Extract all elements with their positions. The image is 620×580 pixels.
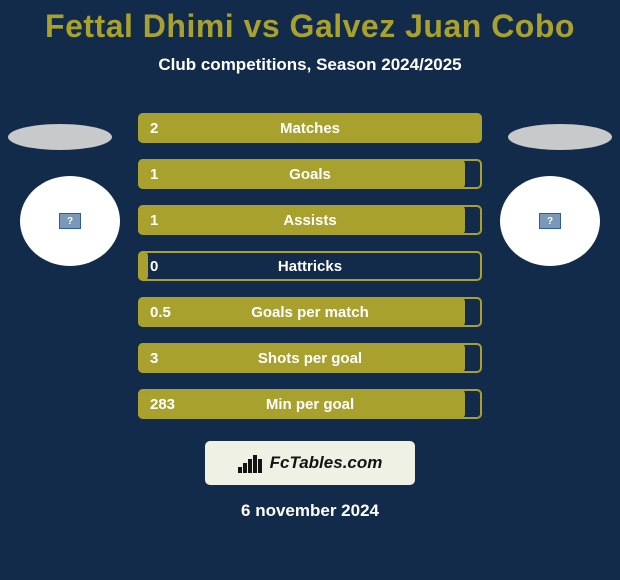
fctables-logo-badge: FcTables.com — [205, 441, 415, 485]
stat-label: Matches — [138, 120, 482, 137]
stat-row: 2Matches — [138, 113, 482, 143]
comparison-infographic: Fettal Dhimi vs Galvez Juan Cobo Club co… — [0, 0, 620, 580]
stat-label: Shots per goal — [138, 350, 482, 367]
stat-rows: 2Matches 1Goals 1Assists 0Hattricks 0.5Goals… — [138, 113, 482, 419]
stat-label: Hattricks — [138, 258, 482, 275]
subtitle: Club competitions, Season 2024/2025 — [0, 55, 620, 75]
title-vs: vs — [244, 8, 281, 44]
stat-label: Min per goal — [138, 396, 482, 413]
stat-label: Goals per match — [138, 304, 482, 321]
stat-row: 0.5Goals per match — [138, 297, 482, 327]
stat-label: Assists — [138, 212, 482, 229]
stat-row: 0Hattricks — [138, 251, 482, 281]
player1-name: Fettal Dhimi — [45, 8, 234, 44]
footer-date: 6 november 2024 — [0, 501, 620, 521]
player2-name: Galvez Juan Cobo — [290, 8, 575, 44]
stat-row: 1Assists — [138, 205, 482, 235]
page-title: Fettal Dhimi vs Galvez Juan Cobo — [0, 8, 620, 45]
stat-row: 3Shots per goal — [138, 343, 482, 373]
logo-bar — [258, 459, 262, 473]
bar-chart-icon — [238, 453, 264, 473]
stat-row: 283Min per goal — [138, 389, 482, 419]
logo-bar — [253, 455, 257, 473]
stat-label: Goals — [138, 166, 482, 183]
stats-area: 2Matches 1Goals 1Assists 0Hattricks 0.5Goals… — [0, 113, 620, 423]
stat-row: 1Goals — [138, 159, 482, 189]
logo-bar — [243, 463, 247, 473]
logo-text: FcTables.com — [270, 453, 383, 473]
logo-bar — [248, 459, 252, 473]
logo-bar — [238, 467, 242, 473]
